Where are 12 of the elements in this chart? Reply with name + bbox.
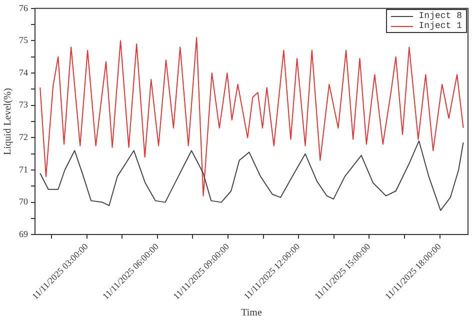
y-tick-label: 70 <box>19 196 28 207</box>
y-tick-label: 76 <box>19 2 28 13</box>
y-tick-label: 73 <box>19 100 28 110</box>
y-tick-label: 69 <box>19 228 28 239</box>
y-tick-label: 75 <box>19 35 28 46</box>
y-tick-label: 72 <box>19 132 28 142</box>
y-tick-label: 74 <box>19 67 28 78</box>
legend-label: Inject 1 <box>418 21 462 32</box>
legend-label: Inject 8 <box>418 11 462 22</box>
x-axis-title: Time <box>241 308 262 319</box>
y-tick-label: 71 <box>19 164 28 174</box>
y-axis-title: Liquid Level(%) <box>2 88 14 155</box>
